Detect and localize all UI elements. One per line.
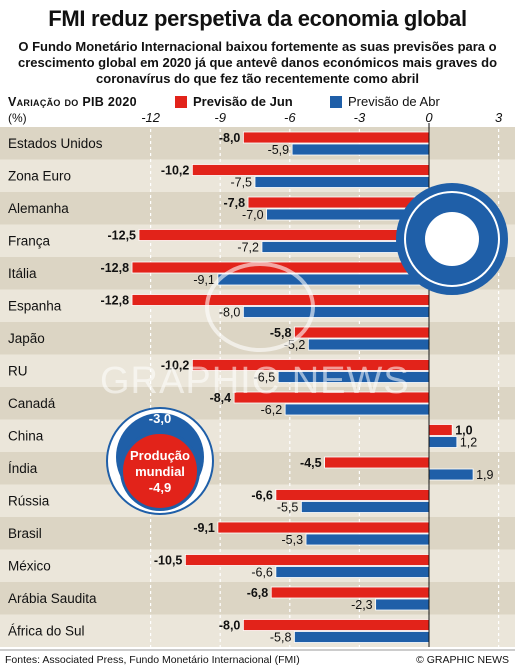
jun-bar	[294, 326, 430, 339]
abr-bar	[307, 338, 430, 351]
world-output-jun-value: -4,9	[148, 480, 172, 495]
abr-bar	[428, 436, 458, 448]
footer-copyright: © GRAPHIC NEWS	[416, 654, 509, 666]
jun-bar	[242, 619, 430, 631]
x-tick-label: -9	[214, 110, 226, 125]
x-tick-label: -6	[284, 110, 296, 125]
abr-data-label: -6,6	[251, 566, 273, 580]
imf-logo	[396, 183, 508, 295]
abr-bar	[284, 403, 430, 416]
abr-data-label: -7,2	[237, 241, 259, 255]
legend-label-abr: Previsão de Abr	[348, 94, 440, 109]
jun-data-label: -12,5	[108, 229, 137, 243]
world-output-apr-value: -3,0	[148, 411, 172, 426]
x-tick-label: -12	[141, 110, 161, 125]
abr-bar	[275, 566, 430, 578]
category-label: China	[8, 429, 44, 444]
abr-data-label: -7,0	[242, 208, 264, 222]
abr-bar	[291, 143, 430, 156]
imf-globe-icon	[425, 212, 479, 266]
category-label: Espanha	[8, 299, 62, 314]
jun-data-label: -4,5	[300, 456, 322, 470]
abr-bar	[300, 501, 430, 513]
jun-bar	[191, 164, 430, 176]
jun-bar	[247, 196, 430, 209]
category-label: Índia	[8, 461, 38, 476]
jun-bar	[428, 424, 453, 436]
jun-data-label: -10,2	[161, 359, 190, 373]
abr-bar	[428, 468, 474, 481]
category-label: México	[8, 559, 51, 574]
category-label: Rússia	[8, 494, 50, 509]
abr-bar	[294, 631, 430, 643]
jun-data-label: -8,0	[219, 131, 241, 145]
category-label: Brasil	[8, 526, 42, 541]
chart-unit-label: (%)	[8, 111, 27, 125]
jun-data-label: -10,5	[154, 554, 183, 568]
world-output-label: Produção mundial -4,9	[123, 448, 197, 496]
jun-data-label: -7,8	[223, 196, 245, 210]
jun-bar	[242, 131, 430, 144]
world-output-label-line1: Produção	[130, 448, 190, 463]
page-title: FMI reduz perspetiva da economia global	[48, 6, 467, 31]
abr-data-label: -5,8	[270, 631, 292, 645]
jun-data-label: -12,8	[101, 294, 130, 308]
category-label: RU	[8, 364, 28, 379]
jun-data-label: -6,8	[247, 586, 269, 600]
watermark-text: GRAPHIC NEWS	[100, 360, 410, 402]
page-subtitle: O Fundo Monetário Internacional baixou f…	[17, 39, 498, 86]
abr-bar	[305, 533, 430, 546]
abr-bar	[254, 176, 430, 188]
x-tick-label: -3	[354, 110, 366, 125]
legend-label-jun: Previsão de Jun	[193, 94, 293, 109]
world-output-jun-disc: Produção mundial -4,9	[120, 431, 200, 511]
jun-bar	[217, 521, 430, 534]
footer-sources: Fontes: Associated Press, Fundo Monetári…	[5, 654, 300, 666]
jun-bar	[138, 229, 430, 241]
imf-logo-ring	[404, 191, 500, 287]
chart-axis-title: Variação do PIB 2020	[8, 95, 137, 109]
x-tick-label: 0	[425, 110, 433, 125]
abr-bar	[375, 598, 430, 611]
x-tick-label: 3	[495, 110, 503, 125]
category-label: Zona Euro	[8, 169, 71, 184]
legend-item-jun: Previsão de Jun	[175, 94, 293, 109]
category-label: Japão	[8, 331, 45, 346]
abr-data-label: -6,2	[261, 403, 283, 417]
jun-bar	[275, 489, 430, 501]
abr-data-label: -5,9	[268, 143, 290, 157]
jun-bar	[270, 586, 430, 599]
legend-swatch-jun	[175, 95, 187, 108]
jun-data-label: -8,0	[219, 619, 241, 633]
abr-data-label: 1,9	[476, 468, 493, 482]
jun-data-label: -8,4	[210, 391, 232, 405]
abr-data-label: -5,3	[281, 533, 303, 547]
abr-data-label: -9,1	[193, 273, 215, 287]
category-label: África do Sul	[8, 624, 85, 639]
world-output-badge: -3,0 Produção mundial -4,9	[106, 407, 214, 515]
category-label: Canadá	[8, 396, 56, 411]
world-output-label-line2: mundial	[135, 464, 185, 479]
category-label: Arábia Saudita	[8, 591, 97, 606]
jun-data-label: -6,6	[251, 489, 273, 503]
category-label: Estados Unidos	[8, 136, 103, 151]
abr-data-label: 1,2	[460, 436, 477, 450]
category-label: Alemanha	[8, 201, 69, 216]
category-label: França	[8, 234, 51, 249]
category-label: Itália	[8, 266, 37, 281]
jun-data-label: -12,8	[101, 261, 130, 275]
jun-data-label: -10,2	[161, 164, 190, 178]
graphic-news-watermark-logo	[205, 262, 315, 352]
jun-bar	[184, 554, 430, 566]
abr-data-label: -2,3	[351, 598, 373, 612]
legend-item-abr: Previsão de Abr	[330, 94, 440, 109]
abr-data-label: -5,5	[277, 501, 299, 515]
jun-bar	[324, 456, 430, 469]
abr-data-label: -6,5	[254, 371, 276, 385]
abr-data-label: -7,5	[230, 176, 252, 190]
jun-data-label: -9,1	[193, 521, 215, 535]
jun-data-label: 1,0	[455, 424, 472, 438]
legend-swatch-abr	[330, 95, 342, 108]
